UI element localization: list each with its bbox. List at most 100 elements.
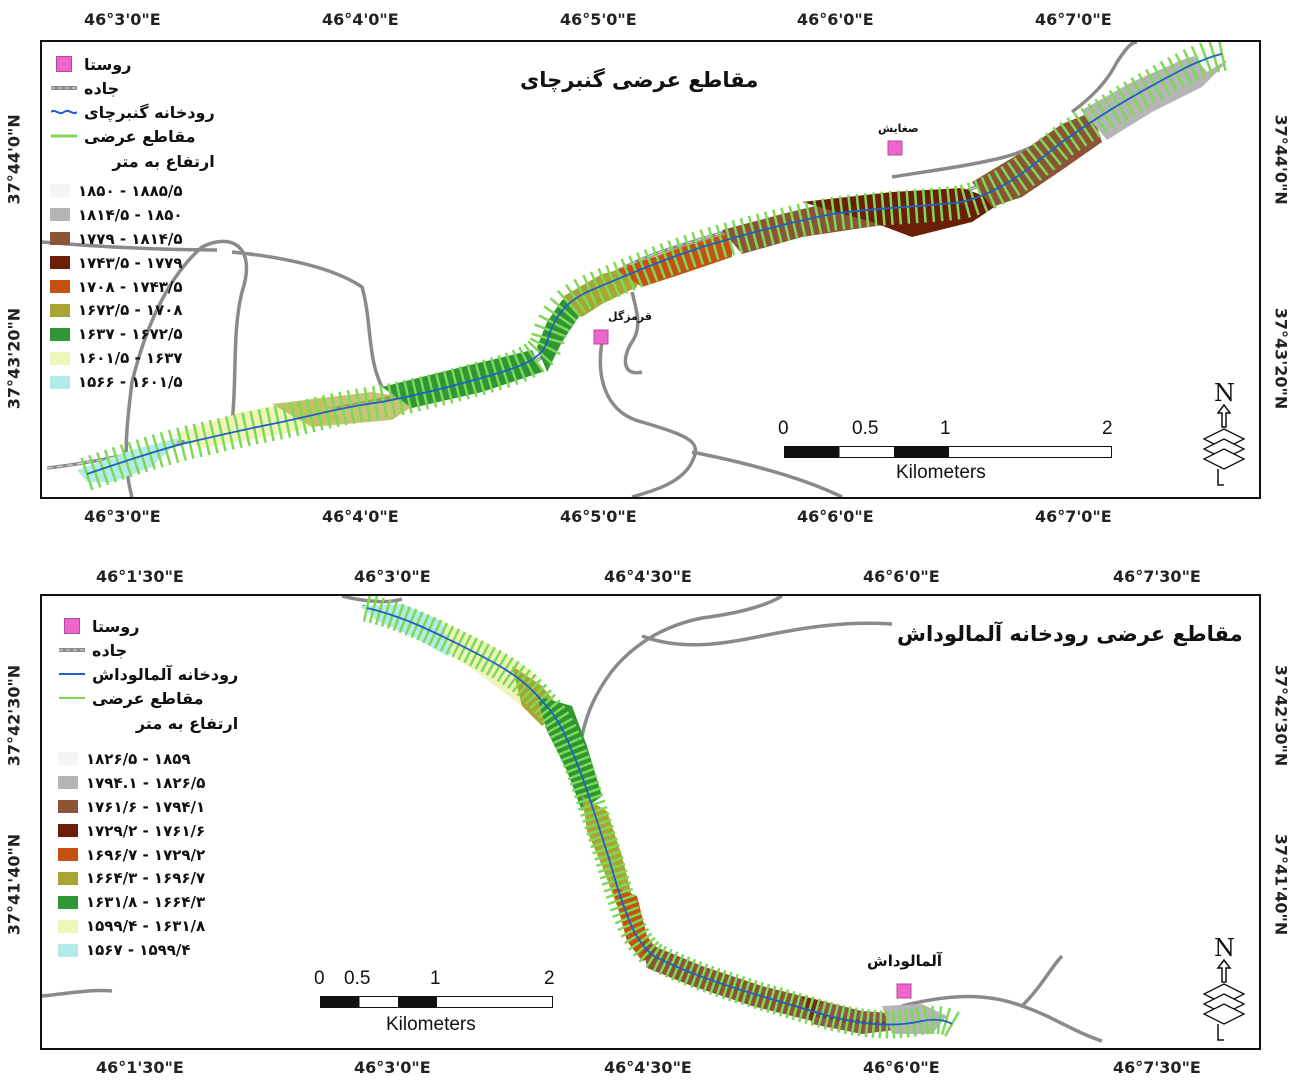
map1-legend-classes: ۱۸۵۰ - ۱۸۸۵/۵ ۱۸۱۴/۵ - ۱۸۵۰ ۱۷۷۹ - ۱۸۱۴/۵ ۱… xyxy=(50,179,215,394)
legend-class-label: ۱۷۴۳/۵ - ۱۷۷۹ xyxy=(78,253,183,272)
map1-road-west-loop xyxy=(124,239,249,497)
map2-road-north-east xyxy=(641,621,893,647)
map2-lon-top-1: 46°1'30"E xyxy=(96,567,184,586)
legend-class-swatch xyxy=(58,871,78,885)
legend-class-label: ۱۷۰۸ - ۱۷۴۳/۵ xyxy=(78,277,183,296)
map1-place-saghayesh: صغایش xyxy=(878,122,919,135)
legend-class-swatch xyxy=(50,327,70,341)
map2-lat-right-2: 37°41'40"N xyxy=(1271,833,1291,936)
legend-class-swatch xyxy=(58,824,78,838)
map2-legend: روستا جاده رودخانه آلمالوداش مقاطع عرضی … xyxy=(58,614,238,962)
map2-road-north-west xyxy=(341,596,403,604)
legend-class-label: ۱۸۱۴/۵ - ۱۸۵۰ xyxy=(78,205,183,224)
river-symbol-icon xyxy=(51,109,77,115)
legend-class-swatch xyxy=(58,848,78,861)
map1-road-south-2 xyxy=(691,450,843,497)
map1-band-1814 xyxy=(1082,50,1227,140)
map2-lat-left-1: 37°42'30"N xyxy=(4,664,24,767)
road-symbol-icon xyxy=(59,648,85,652)
north-arrow-icon: N xyxy=(1202,934,1246,1041)
legend-class-swatch xyxy=(58,943,78,957)
village-symbol-icon xyxy=(56,56,72,72)
legend-class-swatch xyxy=(50,256,70,270)
map1-lon-bottom-1: 46°3'0"E xyxy=(84,507,161,526)
legend-class-swatch xyxy=(50,280,70,293)
legend-class-row: ۱۶۰۱/۵ - ۱۶۳۷ xyxy=(50,346,215,370)
map2-village-almalodash xyxy=(896,983,912,999)
map1-scale-tick-2: 2 xyxy=(1102,418,1113,439)
legend-class-swatch xyxy=(50,184,70,198)
map1-lon-bottom-4: 46°6'0"E xyxy=(797,507,874,526)
map2-lat-left-2: 37°41'40"N xyxy=(4,833,24,936)
map1-scale-bar: 0 0.5 1 2 Kilometers xyxy=(778,418,1124,483)
legend-class-row: ۱۶۶۴/۳ - ۱۶۹۶/۷ xyxy=(58,866,238,890)
legend-class-row: ۱۷۶۱/۶ - ۱۷۹۴/۱ xyxy=(58,795,238,819)
map2-lon-top-4: 46°6'0"E xyxy=(863,567,940,586)
legend-class-row: ۱۵۶۷ - ۱۵۹۹/۴ xyxy=(58,938,238,962)
legend-class-row: ۱۶۹۶/۷ - ۱۷۲۹/۲ xyxy=(58,843,238,867)
map1-lon-bottom-5: 46°7'0"E xyxy=(1035,507,1112,526)
legend-class-row: ۱۸۲۶/۵ - ۱۸۵۹ xyxy=(58,747,238,771)
map1-village-saghayesh xyxy=(887,140,903,156)
map2-road-west xyxy=(42,988,113,998)
legend-class-row: ۱۷۹۴.۱ - ۱۸۲۶/۵ xyxy=(58,771,238,795)
legend-class-row: ۱۶۷۲/۵ - ۱۷۰۸ xyxy=(50,298,215,322)
map2-place-almalodash: آلمالوداش xyxy=(867,952,943,970)
legend-class-label: ۱۵۶۶ - ۱۶۰۱/۵ xyxy=(78,373,183,392)
map2-lon-bottom-3: 46°4'30"E xyxy=(604,1058,692,1077)
map2-river xyxy=(366,607,953,1026)
legend-class-row: ۱۷۲۹/۲ - ۱۷۶۱/۶ xyxy=(58,819,238,843)
map1-lon-top-2: 46°4'0"E xyxy=(322,10,399,29)
map1-scale-tick-05: 0.5 xyxy=(852,418,879,439)
legend-class-label: ۱۶۹۶/۷ - ۱۷۲۹/۲ xyxy=(86,845,206,864)
map2-scale-bar: 0 0.5 1 2 Kilometers xyxy=(314,968,660,1038)
map2-lon-top-3: 46°4'30"E xyxy=(604,567,692,586)
legend-class-swatch xyxy=(50,208,70,222)
cross-section-symbol-icon xyxy=(59,697,85,699)
map2-legend-cross-sections: مقاطع عرضی xyxy=(58,686,238,710)
map1-lon-top-1: 46°3'0"E xyxy=(84,10,161,29)
map1-lat-left-1: 37°44'0"N xyxy=(4,114,24,205)
legend-class-label: ۱۵۹۹/۴ - ۱۶۳۱/۸ xyxy=(86,917,206,936)
legend-class-label: ۱۶۰۱/۵ - ۱۶۳۷ xyxy=(78,349,183,368)
map1-scale-tick-1: 1 xyxy=(940,418,951,439)
map2-legend-elevation-header: ارتفاع به متر xyxy=(135,714,239,733)
map2-legend-classes: ۱۸۲۶/۵ - ۱۸۵۹ ۱۷۹۴.۱ - ۱۸۲۶/۵ ۱۷۶۱/۶ - ۱۷۹… xyxy=(58,747,238,962)
map1-legend-village: روستا xyxy=(50,52,215,76)
map1-legend-cross-sections: مقاطع عرضی xyxy=(50,124,215,148)
map2-legend-river: رودخانه آلمالوداش xyxy=(58,662,238,686)
map1-lon-top-5: 46°7'0"E xyxy=(1035,10,1112,29)
map1-north-arrow: N xyxy=(1200,377,1250,487)
map1-village-qarmezgol xyxy=(593,329,609,345)
map2-road-north xyxy=(580,596,783,737)
legend-class-row: ۱۸۱۴/۵ - ۱۸۵۰ xyxy=(50,203,215,227)
legend-class-label: ۱۶۳۷ - ۱۶۷۲/۵ xyxy=(78,325,183,344)
legend-class-swatch xyxy=(58,919,78,933)
road-symbol-icon xyxy=(51,86,77,90)
legend-class-swatch xyxy=(50,375,70,389)
map2-road-main xyxy=(361,604,923,1026)
map1-road-west-2 xyxy=(231,250,384,388)
legend-class-label: ۱۶۳۱/۸ - ۱۶۶۴/۳ xyxy=(86,893,206,912)
legend-class-label: ۱۶۷۲/۵ - ۱۷۰۸ xyxy=(78,301,183,320)
map2-lon-top-2: 46°3'0"E xyxy=(354,567,431,586)
map2-lon-bottom-2: 46°3'0"E xyxy=(354,1058,431,1077)
map2-lon-bottom-4: 46°6'0"E xyxy=(863,1058,940,1077)
map2-lon-bottom-5: 46°7'30"E xyxy=(1113,1058,1201,1077)
map1-scale-unit: Kilometers xyxy=(896,462,986,483)
legend-class-row: ۱۷۴۳/۵ - ۱۷۷۹ xyxy=(50,251,215,275)
legend-class-row: ۱۵۹۹/۴ - ۱۶۳۱/۸ xyxy=(58,914,238,938)
map1-lat-right-2: 37°43'20"N xyxy=(1271,307,1291,410)
map1-lon-top-3: 46°5'0"E xyxy=(560,10,637,29)
legend-class-label: ۱۸۵۰ - ۱۸۸۵/۵ xyxy=(78,181,183,200)
map1-legend-river: رودخانه گنبرچای xyxy=(50,100,215,124)
legend-class-row: ۱۶۳۷ - ۱۶۷۲/۵ xyxy=(50,322,215,346)
legend-class-label: ۱۸۲۶/۵ - ۱۸۵۹ xyxy=(86,749,191,768)
village-symbol-icon xyxy=(64,618,80,634)
map1-legend-elevation-header: ارتفاع به متر xyxy=(112,152,215,171)
map2-band-1631 xyxy=(537,696,602,811)
map2-road-east-1 xyxy=(901,994,1103,1043)
legend-class-label: ۱۵۶۷ - ۱۵۹۹/۴ xyxy=(86,941,191,960)
map2-frame: آلمالوداش مقاطع عرضی رودخانه آلمالوداش ر… xyxy=(40,594,1261,1050)
map2-scale-tick-2: 2 xyxy=(544,968,555,989)
